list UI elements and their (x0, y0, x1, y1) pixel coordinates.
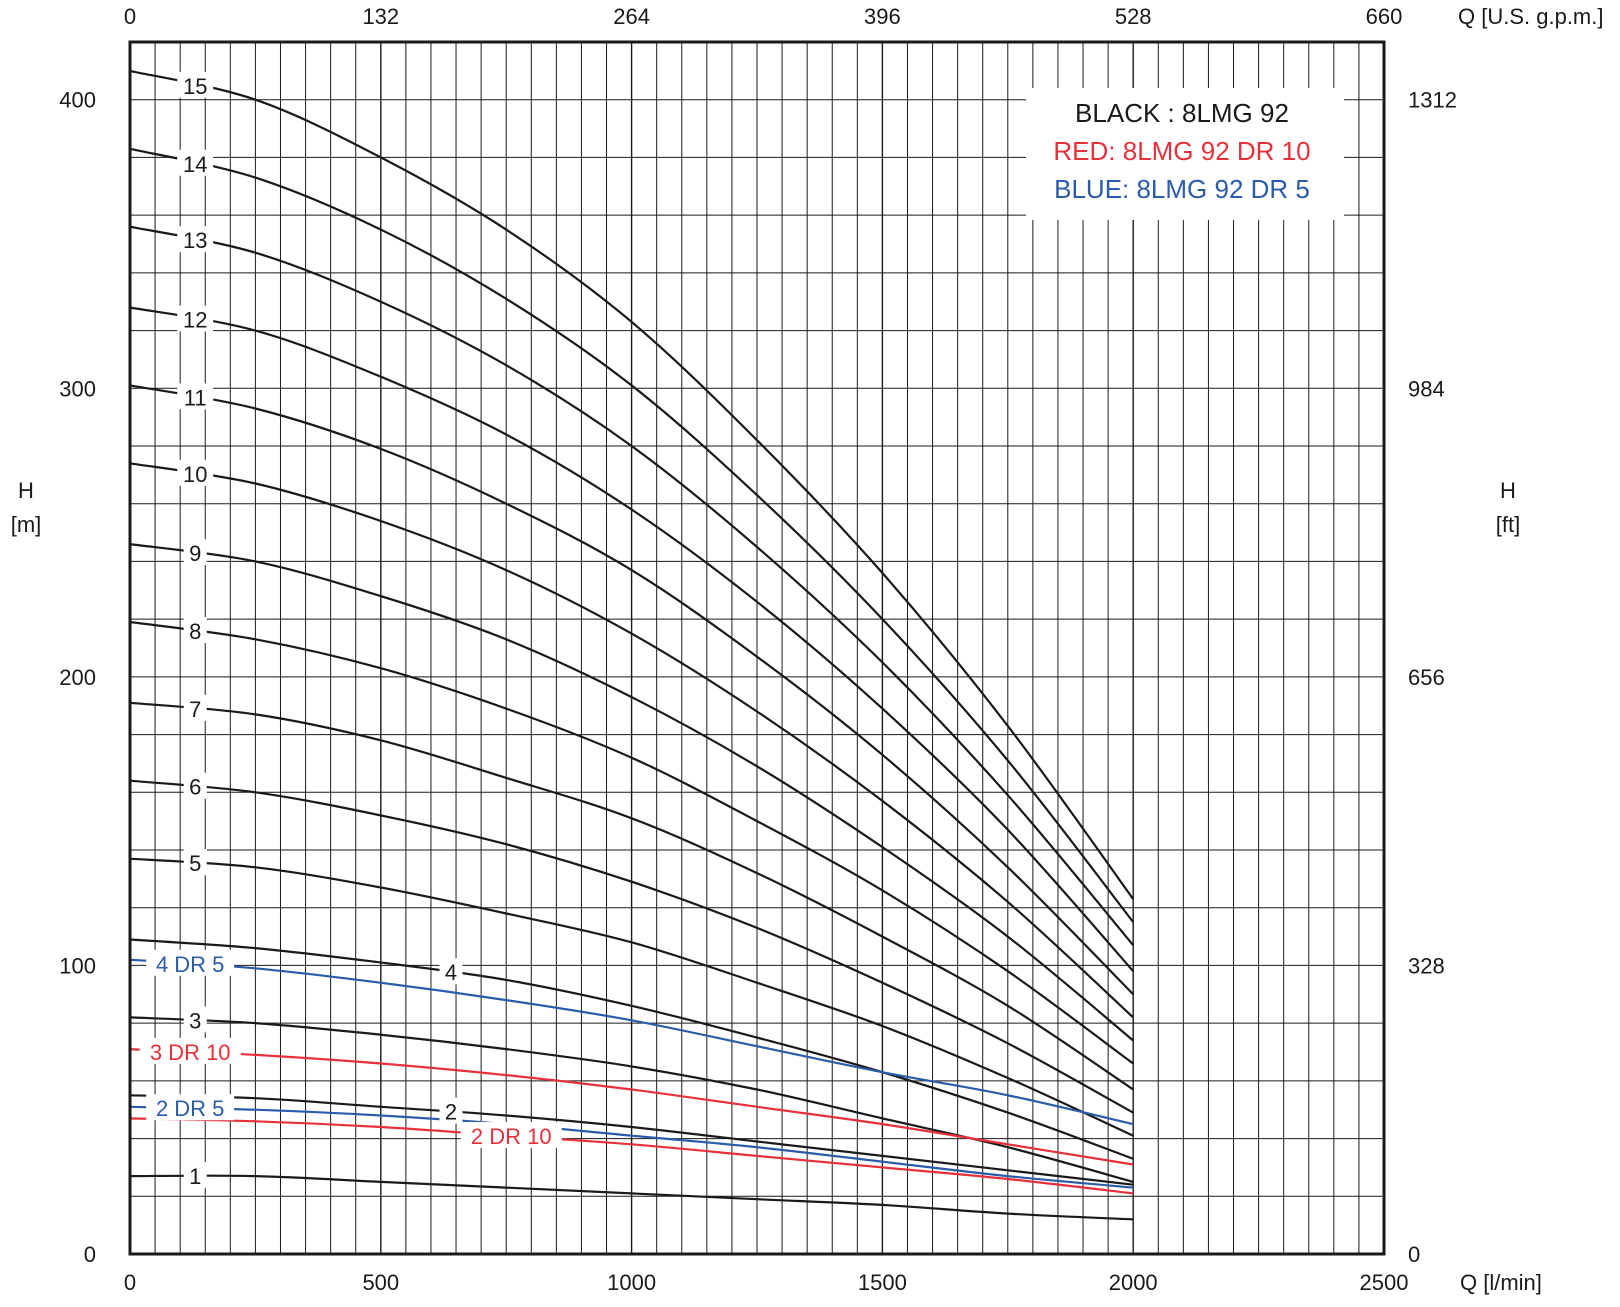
curve-label-4-dr-5: 4 DR 5 (156, 952, 224, 977)
curve-label-11: 11 (184, 385, 207, 410)
curve-label-bg (183, 849, 207, 876)
left-tick-label: 0 (84, 1242, 96, 1267)
curve-label-2: 2 (445, 1100, 457, 1125)
curve-label-layer: 15 14 13 12 11 10 9 8 7 6 5 4 4 DR 5 3 3 DR 10 2 2 DR 5 2… (139, 71, 562, 1189)
left-tick-label: 400 (59, 88, 96, 113)
curve-label-3-dr-10: 3 DR 10 (150, 1040, 231, 1065)
curve-10 (129, 462, 1134, 1019)
bottom-tick-label: 1500 (858, 1270, 907, 1295)
legend-box (1026, 88, 1344, 220)
top-tick-label: 132 (362, 4, 399, 29)
curve-label-bg (177, 149, 214, 176)
curve-11 (129, 384, 1134, 996)
curve-label-bg (183, 539, 207, 566)
curve-14 (129, 147, 1135, 923)
bottom-tick-label: 0 (124, 1270, 136, 1295)
bottom-tick-label: 2000 (1109, 1270, 1158, 1295)
top-tick-label: 264 (613, 4, 650, 29)
curve-13 (129, 225, 1135, 946)
curve-3-dr-10 (129, 1048, 1134, 1166)
curve-label-15: 15 (183, 74, 207, 99)
top-tick-label: 0 (124, 4, 136, 29)
curve-2 (129, 1094, 1134, 1186)
right-axis-label: H (1500, 478, 1516, 503)
bottom-tick-label: 500 (362, 1270, 399, 1295)
curve-1 (129, 1174, 1134, 1221)
curve-label-bg (146, 1094, 235, 1121)
curve-label-bg (183, 1006, 207, 1033)
curve-label-bg (183, 772, 207, 799)
curve-label-bg (177, 459, 214, 486)
curve-label-bg (177, 226, 214, 253)
curve-7 (129, 701, 1134, 1091)
curve-label-bg (460, 1122, 562, 1149)
curve-label-2-dr-5: 2 DR 5 (156, 1096, 224, 1121)
curve-label-7: 7 (189, 697, 201, 722)
curve-label-bg (439, 1097, 463, 1124)
bottom-axis-label: Q [l/min] (1460, 1270, 1542, 1295)
curve-2-dr-10 (129, 1117, 1134, 1195)
left-tick-label: 100 (59, 953, 96, 978)
left-tick-label: 200 (59, 665, 96, 690)
bottom-tick-label: 2500 (1360, 1270, 1409, 1295)
curve-label-bg (146, 949, 235, 976)
curve-label-10: 10 (183, 462, 207, 487)
right-tick-label: 656 (1408, 665, 1445, 690)
right-tick-label: 328 (1408, 953, 1445, 978)
legend: BLACK : 8LMG 92 RED: 8LMG 92 DR 10 BLUE:… (1026, 88, 1344, 220)
curve-label-bg (183, 694, 207, 721)
curve-layer (129, 69, 1135, 1221)
curve-8 (129, 620, 1134, 1065)
curve-label-12: 12 (183, 307, 207, 332)
left-tick-label: 300 (59, 376, 96, 401)
top-tick-label: 528 (1115, 4, 1152, 29)
curve-label-1: 1 (189, 1164, 201, 1189)
plot-frame (128, 40, 1386, 1256)
curve-label-14: 14 (183, 152, 207, 177)
curve-4 (129, 938, 1134, 1160)
legend-entry-red: RED: 8LMG 92 DR 10 (1053, 136, 1310, 166)
right-axis-unit: [ft] (1496, 512, 1520, 537)
top-tick-label: 660 (1366, 4, 1403, 29)
bottom-tick-label: 1000 (607, 1270, 656, 1295)
curve-6 (129, 779, 1134, 1114)
curve-label-bg (183, 1162, 207, 1189)
curve-5 (129, 857, 1134, 1137)
legend-entry-blue: BLUE: 8LMG 92 DR 5 (1054, 174, 1310, 204)
curve-label-2-dr-10: 2 DR 10 (471, 1124, 552, 1149)
left-axis-label: H (18, 478, 34, 503)
curve-4-dr-5 (129, 958, 1134, 1126)
curve-label-5: 5 (189, 851, 201, 876)
curve-label-3: 3 (189, 1008, 201, 1033)
top-axis-label: Q [U.S. g.p.m.] (1458, 4, 1603, 29)
curve-label-4: 4 (445, 960, 457, 985)
curve-label-9: 9 (189, 541, 201, 566)
right-tick-label: 984 (1408, 376, 1445, 401)
right-tick-label: 0 (1408, 1242, 1420, 1267)
top-tick-label: 396 (864, 4, 901, 29)
curve-label-6: 6 (189, 775, 201, 800)
curve-label-8: 8 (189, 619, 201, 644)
curve-label-bg (183, 617, 207, 644)
curve-label-bg (177, 383, 214, 410)
curve-2-dr-5 (129, 1105, 1134, 1189)
curve-9 (129, 543, 1134, 1042)
curve-label-bg (177, 71, 214, 98)
curve-15 (129, 69, 1135, 900)
curve-label-bg (439, 958, 463, 985)
right-tick-label: 1312 (1408, 88, 1457, 113)
curve-label-13: 13 (183, 228, 207, 253)
curve-label-bg (139, 1037, 241, 1064)
curve-12 (129, 306, 1135, 972)
curve-label-bg (177, 305, 214, 332)
left-axis-unit: [m] (11, 512, 42, 537)
axis-layer: Q [l/min] Q [U.S. g.p.m.] H [m] H [ft] 0… (11, 4, 1604, 1295)
legend-entry-black: BLACK : 8LMG 92 (1075, 98, 1289, 128)
grid-layer (130, 41, 1384, 1254)
